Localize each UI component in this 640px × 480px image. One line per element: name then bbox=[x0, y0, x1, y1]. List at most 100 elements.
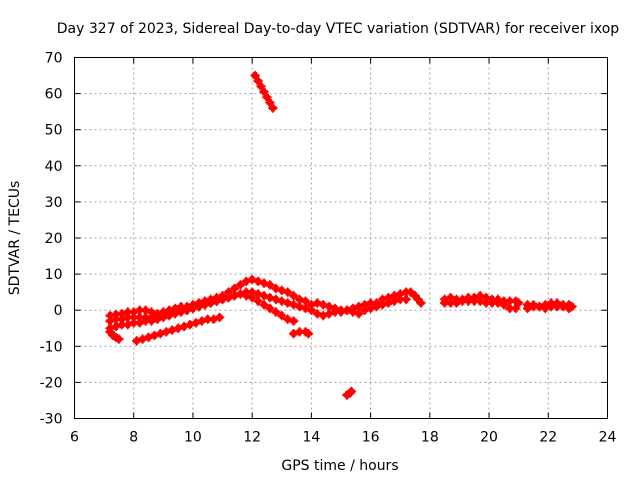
data-point bbox=[500, 301, 508, 309]
data-point bbox=[290, 292, 298, 300]
data-point bbox=[355, 310, 363, 318]
data-point bbox=[139, 335, 147, 343]
data-point bbox=[384, 299, 392, 307]
data-point bbox=[367, 304, 375, 312]
data-point bbox=[198, 317, 206, 325]
data-point bbox=[349, 308, 357, 316]
series-arc-6 bbox=[288, 327, 314, 339]
data-point bbox=[195, 303, 203, 311]
series-arc-8 bbox=[342, 386, 357, 400]
data-point bbox=[159, 313, 167, 321]
data-point bbox=[278, 297, 286, 305]
data-point bbox=[535, 303, 543, 311]
data-point bbox=[156, 330, 164, 338]
data-point bbox=[201, 301, 209, 309]
data-point bbox=[162, 328, 170, 336]
data-point bbox=[313, 299, 321, 307]
series-arc-13 bbox=[439, 296, 521, 314]
x-tick-label: 16 bbox=[362, 430, 380, 446]
data-point bbox=[236, 281, 244, 289]
data-point bbox=[168, 326, 176, 334]
data-point bbox=[304, 330, 312, 338]
data-point bbox=[361, 306, 369, 314]
data-point bbox=[133, 337, 141, 345]
data-point bbox=[124, 321, 132, 329]
data-point bbox=[145, 333, 153, 341]
data-point bbox=[390, 297, 398, 305]
data-point bbox=[219, 295, 227, 303]
y-tick-label: 40 bbox=[45, 159, 63, 175]
data-point bbox=[565, 304, 573, 312]
data-point bbox=[263, 93, 271, 101]
data-point bbox=[319, 312, 327, 320]
data-point bbox=[269, 104, 277, 112]
data-point bbox=[216, 313, 224, 321]
data-point bbox=[407, 288, 415, 296]
data-point bbox=[230, 285, 238, 293]
data-point bbox=[147, 317, 155, 325]
y-tick-label: 10 bbox=[45, 267, 63, 283]
data-point bbox=[260, 301, 268, 309]
data-point bbox=[213, 297, 221, 305]
data-point bbox=[301, 297, 309, 305]
data-point bbox=[251, 72, 259, 80]
series-arc-11 bbox=[410, 291, 426, 308]
y-tick-label: 60 bbox=[45, 87, 63, 103]
data-point bbox=[541, 304, 549, 312]
data-point bbox=[254, 297, 262, 305]
chart-title: Day 327 of 2023, Sidereal Day-to-day VTE… bbox=[57, 21, 620, 37]
x-tick-label: 10 bbox=[184, 430, 202, 446]
data-point bbox=[296, 295, 304, 303]
data-point bbox=[236, 290, 244, 298]
data-point bbox=[284, 288, 292, 296]
data-point bbox=[559, 303, 567, 311]
data-point bbox=[260, 279, 268, 287]
data-point bbox=[248, 276, 256, 284]
data-point bbox=[183, 306, 191, 314]
data-point bbox=[343, 306, 351, 314]
data-point bbox=[325, 303, 333, 311]
data-point bbox=[355, 303, 363, 311]
data-point bbox=[150, 331, 158, 339]
y-tick-label: -10 bbox=[40, 339, 63, 355]
data-point bbox=[347, 387, 355, 395]
y-tick-label: -20 bbox=[40, 375, 63, 391]
data-point bbox=[307, 306, 315, 314]
data-point bbox=[452, 299, 460, 307]
x-tick-label: 12 bbox=[243, 430, 261, 446]
data-point bbox=[248, 294, 256, 302]
data-point bbox=[136, 319, 144, 327]
data-point bbox=[325, 310, 333, 318]
data-point bbox=[284, 299, 292, 307]
x-tick-label: 22 bbox=[539, 430, 557, 446]
data-point bbox=[313, 310, 321, 318]
data-point bbox=[301, 304, 309, 312]
data-point bbox=[290, 301, 298, 309]
y-tick-label: 20 bbox=[45, 231, 63, 247]
data-point bbox=[260, 88, 268, 96]
data-point bbox=[153, 315, 161, 323]
data-point bbox=[242, 277, 250, 285]
data-point bbox=[112, 322, 120, 330]
axis-ticks: 6 8 10 12 14 16 18 20 22 24 -30 -20 -10 0 10 20 30 40 50 60… bbox=[40, 51, 617, 446]
data-point bbox=[278, 312, 286, 320]
data-point bbox=[174, 324, 182, 332]
data-point bbox=[319, 301, 327, 309]
data-point bbox=[284, 315, 292, 323]
data-point bbox=[296, 303, 304, 311]
data-point bbox=[189, 304, 197, 312]
series-arc-5 bbox=[131, 312, 225, 346]
x-tick-label: 20 bbox=[480, 430, 498, 446]
data-point bbox=[186, 321, 194, 329]
series-arc-3 bbox=[105, 289, 299, 333]
series-arc-7 bbox=[250, 70, 278, 113]
data-point bbox=[272, 285, 280, 293]
data-points bbox=[105, 70, 577, 400]
data-point bbox=[373, 303, 381, 311]
data-point bbox=[278, 286, 286, 294]
series-arc-4 bbox=[105, 327, 124, 344]
data-point bbox=[494, 299, 502, 307]
x-tick-label: 6 bbox=[70, 430, 79, 446]
data-point bbox=[177, 308, 185, 316]
y-tick-label: -30 bbox=[40, 412, 63, 428]
